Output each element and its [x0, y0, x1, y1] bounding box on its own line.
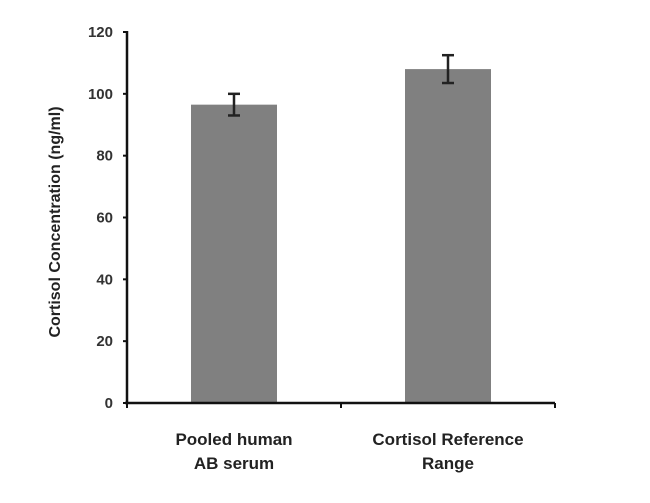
y-tick-label: 120 [88, 24, 113, 41]
y-tick-label: 0 [105, 395, 113, 412]
y-tick-label: 100 [88, 86, 113, 103]
x-category-label: Range [422, 454, 474, 473]
x-category-label: AB serum [194, 454, 274, 473]
x-category-label: Pooled human [175, 430, 292, 449]
x-category-label: Cortisol Reference [372, 430, 523, 449]
x-labels-group: Pooled human AB serum Cortisol Reference Ra… [175, 430, 523, 473]
y-axis-title: Cortisol Concentration (ng/ml) [47, 106, 64, 337]
y-tick-label: 60 [96, 210, 113, 227]
error-bar [442, 53, 454, 85]
error-bars-group [228, 53, 454, 117]
y-tick-label: 40 [96, 271, 113, 288]
y-tick-label: 20 [96, 333, 113, 350]
error-bar [228, 92, 240, 117]
y-tick-label: 80 [96, 148, 113, 165]
bars-group [191, 69, 491, 403]
y-ticks-group: 0 20 40 60 80 100 120 [88, 24, 127, 412]
bar [191, 104, 277, 403]
bar [405, 69, 491, 403]
